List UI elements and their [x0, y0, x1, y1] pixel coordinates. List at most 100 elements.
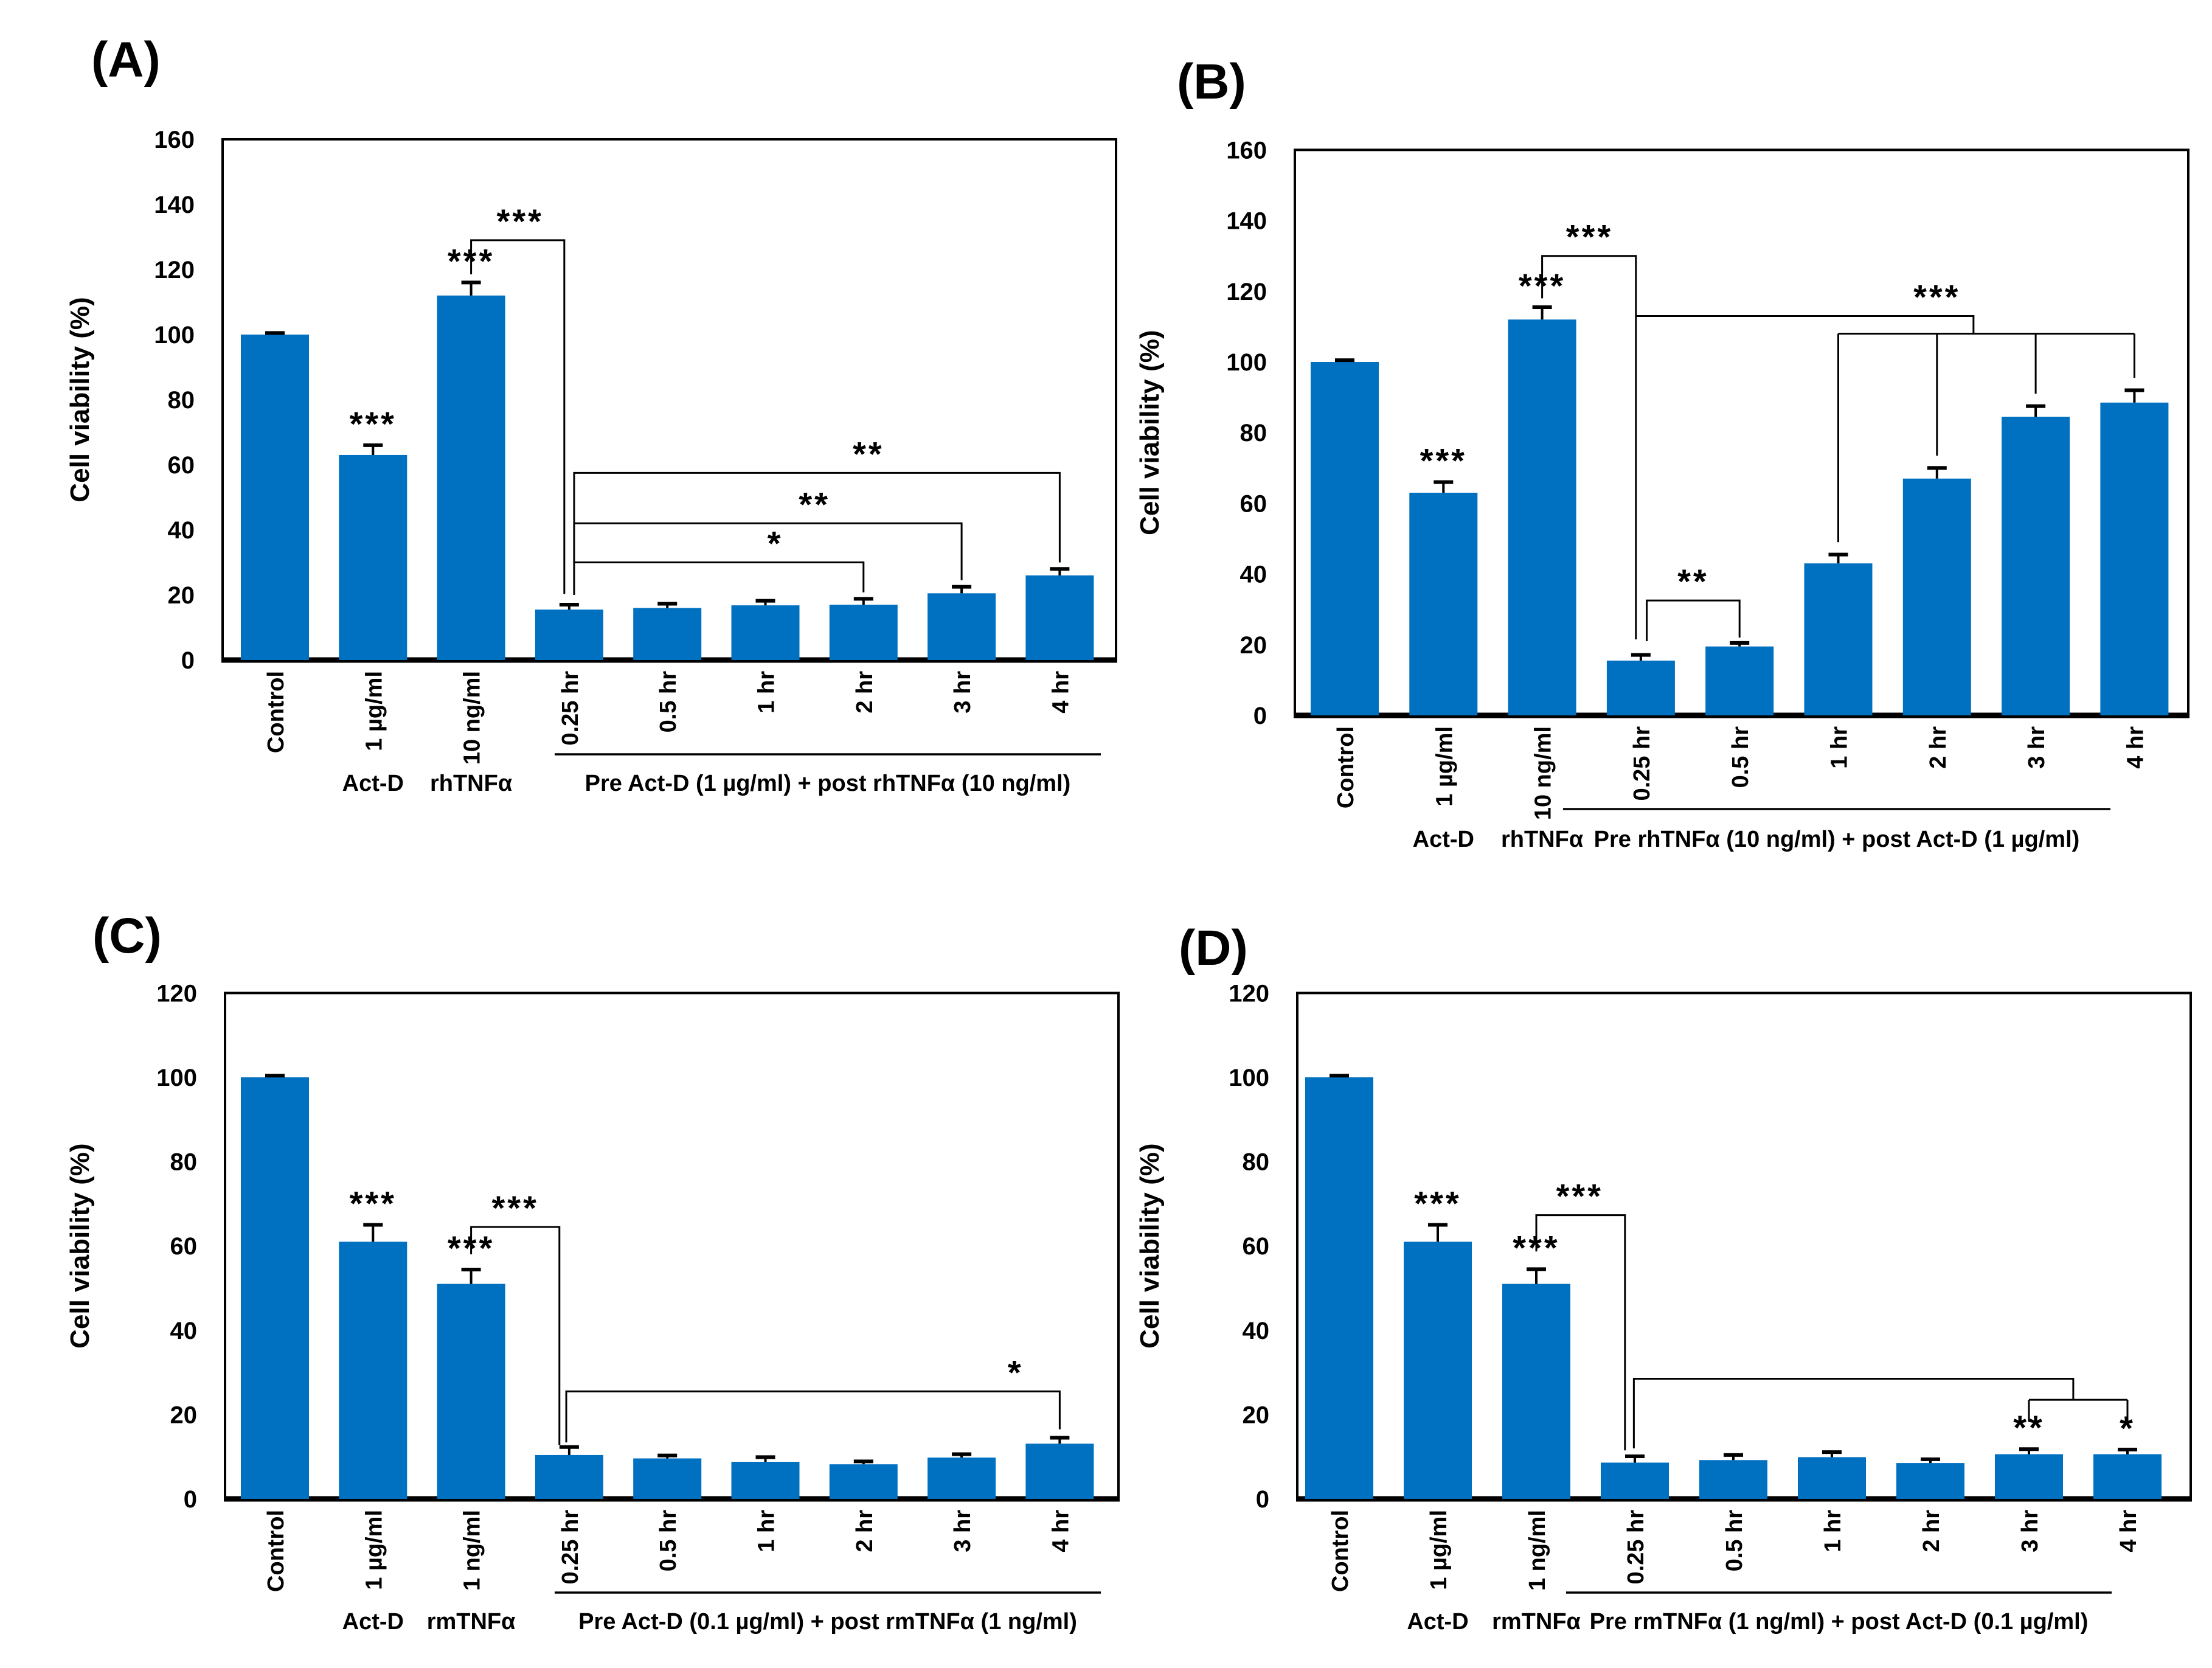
- bar: [2100, 402, 2169, 715]
- y-tick-label: 140: [1226, 208, 1267, 235]
- bar: [339, 454, 407, 660]
- y-tick-label: 100: [1226, 349, 1267, 376]
- y-tick-label: 140: [154, 192, 195, 218]
- y-tick-label: 20: [1240, 632, 1267, 659]
- bar: [1804, 563, 1873, 715]
- bar: [927, 1458, 996, 1499]
- x-tick-label: 1 µg/ml: [361, 1510, 387, 1590]
- significance-stars: *: [2120, 1409, 2135, 1447]
- bar: [1409, 492, 1478, 715]
- y-tick-label: 80: [1240, 420, 1267, 447]
- bar: [2093, 1454, 2162, 1499]
- significance-stars: ***: [350, 1184, 397, 1223]
- y-tick-label: 40: [168, 517, 195, 544]
- bar: [1902, 478, 1971, 715]
- significance-stars: ***: [1519, 266, 1565, 305]
- bar: [829, 605, 898, 660]
- significance-stars: ***: [1566, 218, 1613, 256]
- bar: [241, 335, 309, 660]
- x-tick-label: 10 ng/ml: [1531, 726, 1556, 820]
- x-tick-label: 1 hr: [754, 1510, 780, 1552]
- x-tick-label: 0.25 hr: [558, 1510, 583, 1585]
- bar: [1699, 1460, 1767, 1499]
- significance-stars: ***: [497, 202, 544, 240]
- x-tick-label: Control: [1333, 726, 1359, 808]
- x-tick-label: 1 ng/ml: [460, 1510, 485, 1591]
- x-tick-label: 10 ng/ml: [460, 671, 485, 765]
- significance-bracket: [1632, 1377, 2075, 1448]
- y-tick-label: 100: [1229, 1065, 1269, 1091]
- treatment-label: Act-D: [1413, 827, 1474, 852]
- bar: [927, 593, 996, 660]
- y-tick-label: 40: [1240, 561, 1267, 588]
- bar: [1305, 1077, 1373, 1499]
- significance-stars: ***: [1420, 442, 1467, 480]
- x-tick-label: 0.25 hr: [1629, 726, 1655, 801]
- y-tick-label: 80: [1243, 1149, 1270, 1176]
- x-tick-label: 3 hr: [950, 671, 976, 714]
- significance-stars: **: [1677, 562, 1709, 600]
- significance-bracket: [1541, 255, 1637, 640]
- chart-panel-a: 0 20 40 60 80 100 120 140 160 Cell viability (%) C…: [65, 127, 1117, 796]
- y-tick-label: 120: [1226, 279, 1267, 305]
- y-tick-label: 120: [1229, 980, 1269, 1007]
- bar: [1606, 660, 1675, 715]
- significance-bracket: [573, 561, 865, 595]
- bar: [535, 610, 603, 660]
- bar: [437, 295, 505, 660]
- x-tick-label: 1 µg/ml: [1432, 726, 1457, 807]
- significance-stars: ***: [448, 1229, 494, 1267]
- y-tick-label: 0: [184, 1486, 197, 1513]
- y-tick-label: 60: [1243, 1233, 1270, 1260]
- y-tick-label: 100: [156, 1065, 197, 1091]
- y-axis-title: Cell viability (%): [65, 1143, 95, 1348]
- x-tick-label: 2 hr: [1919, 1510, 1944, 1552]
- y-tick-label: 0: [181, 647, 195, 674]
- treatment-label: Act-D: [342, 771, 404, 796]
- bar: [633, 1458, 702, 1499]
- significance-bracket: [1646, 599, 1741, 641]
- y-tick-label: 0: [1256, 1486, 1269, 1513]
- bar: [1502, 1284, 1570, 1499]
- x-tick-label: Control: [263, 1510, 289, 1592]
- bar: [1798, 1457, 1866, 1499]
- x-tick-label: 0.5 hr: [1728, 726, 1753, 788]
- bar: [1025, 1444, 1094, 1499]
- treatment-label: Act-D: [342, 1609, 404, 1635]
- bar: [1995, 1454, 2063, 1499]
- x-tick-label: 0.5 hr: [1722, 1510, 1747, 1572]
- x-tick-label: 2 hr: [1926, 726, 1951, 769]
- x-tick-label: 4 hr: [1048, 671, 1073, 714]
- y-tick-label: 160: [1226, 137, 1267, 164]
- significance-stars: **: [799, 485, 830, 523]
- treatment-label: rmTNFα: [1492, 1609, 1581, 1635]
- x-tick-label: 3 hr: [2024, 726, 2050, 769]
- x-tick-label: 1 µg/ml: [361, 671, 387, 751]
- x-tick-label: 4 hr: [1048, 1510, 1073, 1552]
- bar: [339, 1242, 407, 1499]
- chart-panel-b: 0 20 40 60 80 100 120 140 160 Cell viability (%) C…: [1135, 137, 2189, 852]
- significance-bracket: [1535, 1214, 1626, 1451]
- x-tick-label: 1 µg/ml: [1426, 1510, 1452, 1590]
- x-tick-label: 4 hr: [2123, 726, 2148, 769]
- y-tick-label: 40: [1243, 1318, 1270, 1344]
- bar: [437, 1284, 505, 1499]
- y-tick-label: 80: [170, 1149, 198, 1176]
- y-tick-label: 120: [156, 980, 197, 1007]
- panel-d-letter: (D): [1179, 920, 1248, 976]
- significance-stars: ***: [448, 242, 494, 280]
- y-tick-label: 20: [1243, 1402, 1270, 1428]
- bar: [633, 608, 702, 660]
- bar: [731, 605, 800, 660]
- y-tick-label: 20: [168, 582, 195, 609]
- panel-c-letter: (C): [92, 908, 162, 964]
- chart-panel-c: 0 20 40 60 80 100 120 Cell viability (%) Control…: [65, 980, 1120, 1635]
- y-axis-title: Cell viability (%): [1135, 1143, 1165, 1348]
- group-label: Pre rhTNFα (10 ng/ml) + post Act-D (1 µg…: [1594, 827, 2080, 852]
- y-tick-label: 80: [168, 387, 195, 414]
- x-tick-label: 1 ng/ml: [1525, 1510, 1550, 1591]
- bar: [1025, 575, 1094, 660]
- x-tick-label: 0.5 hr: [656, 1510, 681, 1572]
- y-tick-label: 160: [154, 127, 195, 153]
